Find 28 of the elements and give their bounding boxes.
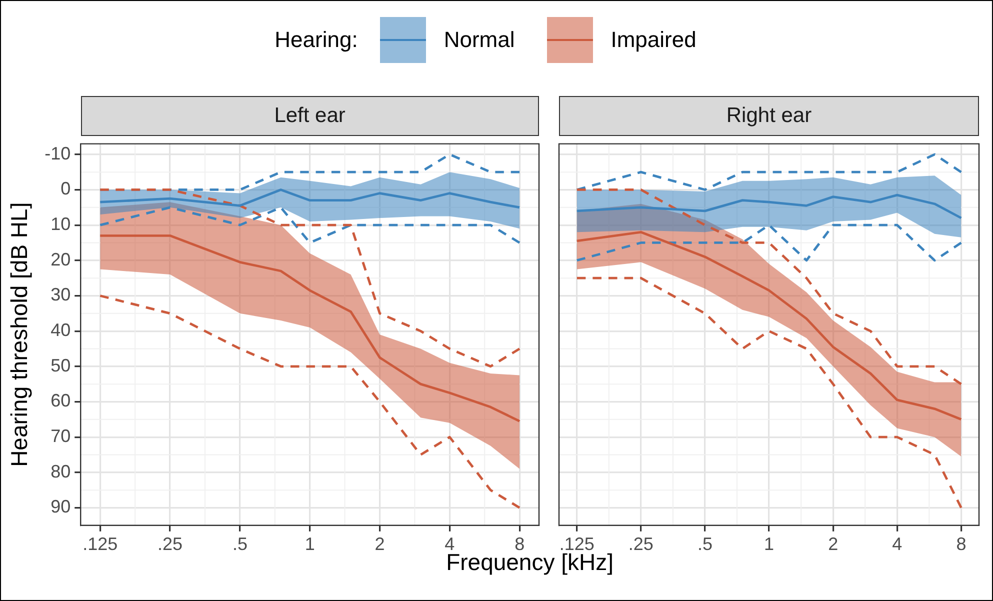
chart-title: Right ear [559, 96, 979, 136]
x-tick-label: 4 [892, 534, 902, 554]
y-tick-label: 60 [50, 390, 71, 411]
x-tick-label: 1 [764, 534, 774, 554]
x-tick-label: 1 [304, 534, 315, 554]
y-axis-title: Hearing threshold [dB HL] [6, 202, 32, 467]
x-tick-label: .25 [628, 534, 654, 554]
x-tick-label: .25 [158, 534, 183, 554]
y-tick-label: 40 [50, 320, 71, 340]
y-tick-label: -10 [44, 143, 71, 164]
y-tick-label: 20 [50, 249, 71, 270]
y-tick-label: 10 [50, 214, 71, 234]
x-tick-label: .125 [82, 534, 118, 554]
legend-label: Impaired [610, 27, 696, 53]
y-tick-label: 30 [50, 284, 71, 305]
y-tick-label: 50 [50, 355, 71, 376]
legend-label: Normal [444, 27, 515, 53]
chart-title: Left ear [80, 96, 539, 136]
y-tick-label: 0 [60, 178, 71, 199]
y-tick-label: 70 [50, 426, 71, 446]
x-tick-label: 8 [956, 534, 966, 554]
x-tick-label: .5 [232, 534, 248, 554]
x-tick-label: 2 [828, 534, 838, 554]
y-tick-label: 90 [50, 496, 71, 517]
y-tick-label: 80 [50, 461, 71, 482]
x-tick-label: .5 [697, 534, 712, 554]
legend-title: Hearing: [274, 27, 358, 53]
x-tick-label: 2 [374, 534, 385, 554]
